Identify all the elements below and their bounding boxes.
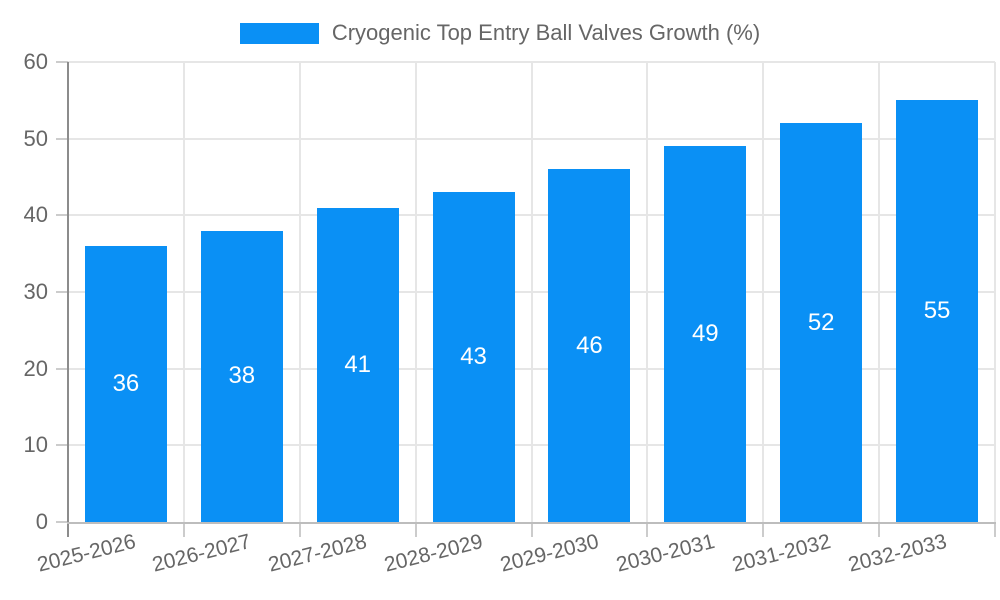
- y-axis-tick: [56, 521, 68, 523]
- y-axis-tick: [56, 367, 68, 370]
- bar-value-label: 52: [807, 308, 835, 336]
- bar[interactable]: [896, 100, 979, 522]
- x-axis-line: [67, 522, 996, 524]
- chart-legend-item[interactable]: Cryogenic Top Entry Ball Valves Growth (…: [0, 18, 1000, 48]
- grid-line-vertical: [414, 62, 417, 522]
- y-axis-tick: [56, 137, 68, 140]
- x-tick-label: 2026-2027: [150, 530, 254, 577]
- x-tick-label: 2031-2032: [729, 530, 833, 577]
- grid-line-vertical: [298, 62, 301, 522]
- x-axis-tick: [182, 524, 185, 537]
- x-tick-label: 2032-2033: [845, 530, 949, 577]
- x-tick-label: 2029-2030: [497, 530, 602, 577]
- bar[interactable]: [780, 123, 863, 522]
- y-axis-tick: [56, 291, 68, 293]
- x-tick-label: 2025-2026: [34, 530, 138, 577]
- bar-value-label: 36: [112, 370, 140, 397]
- bar[interactable]: [432, 192, 515, 522]
- y-tick-label: 60: [23, 49, 48, 74]
- x-axis-tick: [762, 524, 765, 537]
- legend-swatch: [239, 22, 319, 44]
- y-axis-tick: [56, 444, 68, 447]
- grid-line-vertical: [646, 62, 649, 522]
- bar[interactable]: [316, 207, 399, 522]
- x-axis-tick: [530, 524, 533, 537]
- bar[interactable]: [664, 146, 747, 522]
- y-tick-label: 0: [35, 509, 48, 534]
- x-tick-label: 2027-2028: [266, 530, 370, 577]
- bar-value-label: 38: [228, 362, 256, 390]
- bar-value-label: 55: [923, 297, 951, 325]
- legend-label: Cryogenic Top Entry Ball Valves Growth (…: [331, 20, 761, 45]
- x-axis-tick: [646, 524, 649, 537]
- grid-line-vertical: [994, 62, 996, 522]
- bar-value-label: 43: [460, 343, 487, 371]
- y-tick-label: 20: [23, 355, 48, 381]
- grid-line-vertical: [878, 62, 881, 522]
- bar-value-label: 49: [691, 320, 719, 348]
- x-axis-tick: [298, 524, 301, 537]
- bar[interactable]: [548, 169, 631, 522]
- bar[interactable]: [200, 230, 283, 522]
- y-tick-label: 40: [23, 202, 48, 228]
- y-axis-tick: [56, 214, 68, 217]
- bar-value-label: 41: [344, 350, 372, 378]
- y-axis-line: [67, 62, 69, 537]
- y-tick-label: 30: [23, 279, 48, 304]
- x-axis-tick: [414, 524, 417, 537]
- y-tick-label: 50: [23, 125, 48, 151]
- y-axis-tick: [56, 61, 68, 63]
- grid-line-vertical: [530, 62, 533, 522]
- y-tick-label: 10: [23, 432, 48, 458]
- x-axis-tick: [994, 524, 996, 537]
- grid-line-vertical: [182, 62, 185, 522]
- x-tick-label: 2028-2029: [382, 530, 486, 577]
- x-tick-label: 2030-2031: [613, 530, 717, 577]
- x-axis-tick: [878, 524, 881, 537]
- grid-line-vertical: [762, 62, 765, 522]
- bar[interactable]: [84, 246, 167, 522]
- bar-value-label: 46: [576, 331, 603, 359]
